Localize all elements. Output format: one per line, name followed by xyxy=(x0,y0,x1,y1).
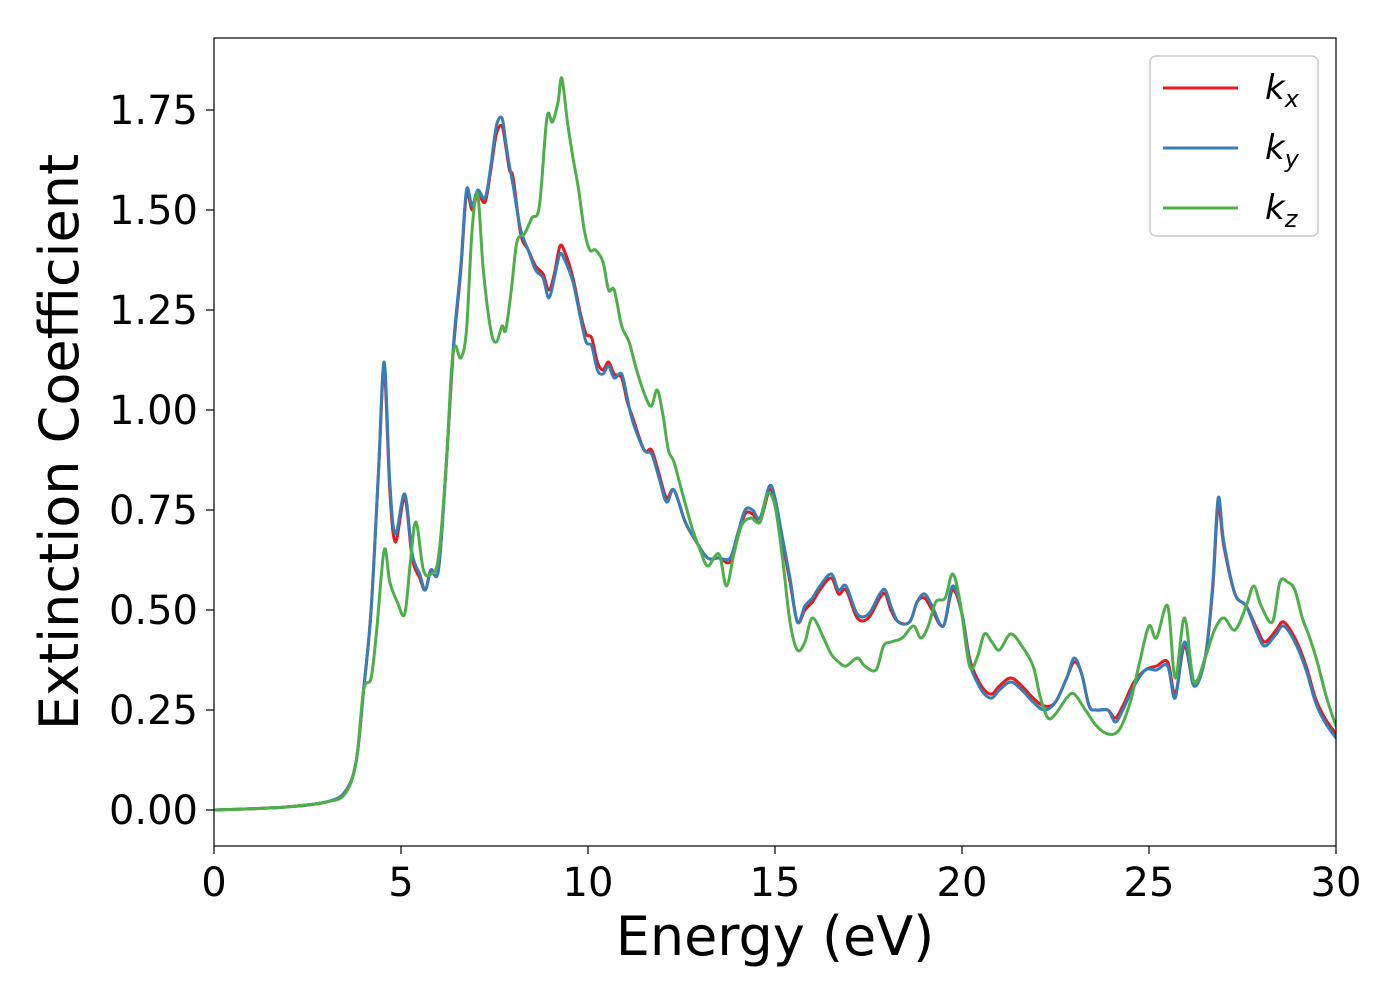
y-tick-label: 1.50 xyxy=(109,188,198,234)
x-tick-label: 5 xyxy=(388,860,413,906)
x-tick-label: 0 xyxy=(201,860,226,906)
x-axis-ticks: 0 5 10 15 20 25 30 xyxy=(201,846,1361,906)
series-line-y xyxy=(214,115,1336,812)
y-tick-label: 0.50 xyxy=(109,588,198,634)
y-tick-label: 0.25 xyxy=(109,688,198,734)
x-tick-label: 15 xyxy=(750,860,801,906)
x-axis-title: Energy (eV) xyxy=(616,905,935,968)
y-tick-label: 1.25 xyxy=(109,288,198,334)
series-line-z xyxy=(214,76,1336,812)
y-axis-title: Extinction Coefficient xyxy=(28,154,91,730)
y-tick-label: 1.00 xyxy=(109,388,198,434)
legend-label: ky xyxy=(1265,128,1300,173)
legend-label: kz xyxy=(1265,188,1299,233)
x-tick-label: 10 xyxy=(563,860,614,906)
y-tick-label: 0.00 xyxy=(109,788,198,834)
x-tick-label: 30 xyxy=(1311,860,1362,906)
y-tick-label: 1.75 xyxy=(109,88,198,134)
x-tick-label: 25 xyxy=(1124,860,1175,906)
y-tick-label: 0.75 xyxy=(109,488,198,534)
legend-label: kx xyxy=(1265,68,1300,113)
x-tick-label: 20 xyxy=(937,860,988,906)
legend-box xyxy=(1149,55,1319,237)
y-axis-ticks: 0.00 0.25 0.50 0.75 1.00 1.25 1.50 1.75 xyxy=(109,88,214,834)
legend: kx ky kz xyxy=(1149,55,1319,237)
series-layer xyxy=(214,76,1336,812)
